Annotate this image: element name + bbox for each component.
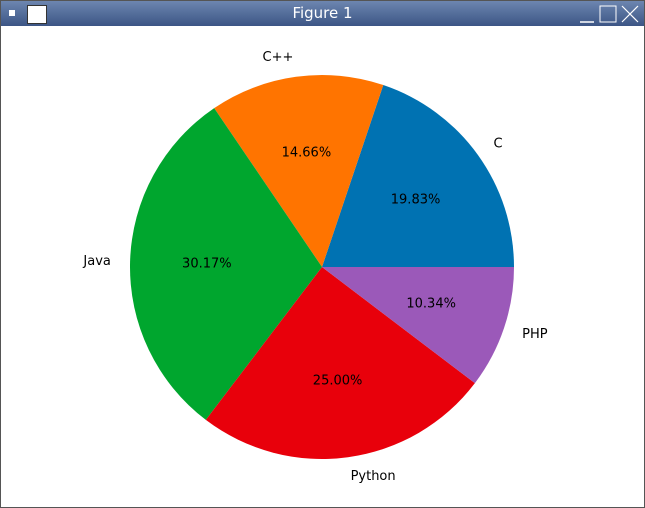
category-label: C++ xyxy=(263,50,294,65)
title-bar: Figure 1 xyxy=(1,1,644,26)
maximize-button[interactable] xyxy=(599,5,617,23)
value-label: 19.83% xyxy=(391,192,441,207)
pie-slice xyxy=(322,267,514,384)
category-label: Java xyxy=(82,254,110,269)
pie-slice xyxy=(205,267,475,460)
value-label: 25.00% xyxy=(313,374,363,389)
pie-slice xyxy=(322,85,514,267)
window-controls xyxy=(580,5,639,23)
category-label: C xyxy=(494,136,503,151)
value-label: 14.66% xyxy=(282,145,332,160)
category-label: Python xyxy=(351,469,396,484)
category-label: PHP xyxy=(522,327,548,342)
window-menu[interactable] xyxy=(9,10,15,16)
pie-slice xyxy=(130,108,322,420)
window-title: Figure 1 xyxy=(292,4,353,22)
chart: 19.83% C 14.66% C++ 30.17% Java 25.00% Python 10… xyxy=(82,50,548,484)
value-label: 10.34% xyxy=(406,296,456,311)
close-button[interactable] xyxy=(621,5,639,23)
pie-slice xyxy=(214,75,384,267)
value-label: 30.17% xyxy=(182,256,232,271)
app-icon xyxy=(27,5,47,24)
